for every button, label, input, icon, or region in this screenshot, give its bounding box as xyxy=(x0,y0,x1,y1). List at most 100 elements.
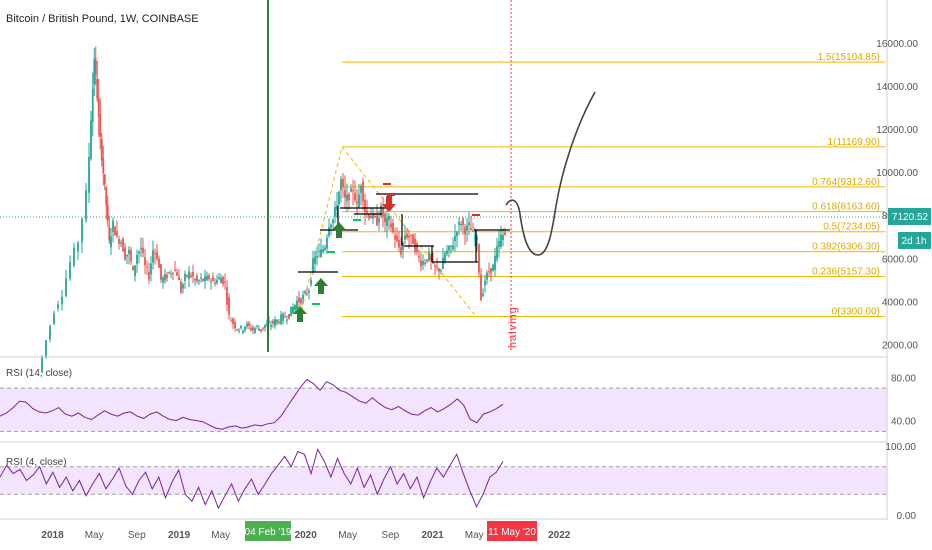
candle-body xyxy=(144,257,146,266)
candle-body xyxy=(136,255,138,265)
candle-body xyxy=(314,256,316,264)
sell-signal-arrow xyxy=(382,196,396,212)
candle-body xyxy=(194,279,196,281)
candle-body xyxy=(492,264,494,272)
candle-body xyxy=(504,232,506,235)
candle-body xyxy=(264,324,266,328)
candle-body xyxy=(452,245,454,250)
candle-body xyxy=(262,327,264,329)
candle-body xyxy=(288,314,290,319)
candle-body xyxy=(302,294,304,300)
candle-body xyxy=(112,220,114,233)
candle-body xyxy=(426,259,428,262)
candle-body xyxy=(372,213,374,219)
candle-body xyxy=(206,275,208,281)
candle-body xyxy=(424,262,426,264)
date-marker-may-2020: 11 May '20 xyxy=(487,521,537,541)
candle-body xyxy=(182,284,184,289)
candle-body xyxy=(236,329,238,331)
candle-body xyxy=(406,233,408,238)
rsi-14-label: RSI (14, close) xyxy=(6,368,72,379)
drawing-overlays xyxy=(0,0,887,352)
candle-body xyxy=(256,325,258,327)
candle-body xyxy=(450,245,452,247)
candlestick-series xyxy=(41,46,506,373)
candle-body xyxy=(240,325,242,329)
price-tick-label: 12000.00 xyxy=(876,125,918,136)
candle-body xyxy=(464,227,466,235)
candle-body xyxy=(246,323,248,327)
candle-body xyxy=(93,59,96,85)
candle-body xyxy=(418,255,420,258)
candle-body xyxy=(286,319,288,321)
candle-body xyxy=(476,237,478,241)
candle-body xyxy=(154,253,156,255)
candle-body xyxy=(188,271,190,279)
candle-body xyxy=(388,215,390,221)
rsi-line xyxy=(0,448,504,510)
candle-body xyxy=(324,247,326,250)
candle-body xyxy=(100,139,103,161)
time-tick-label: May xyxy=(211,530,230,541)
candle-body xyxy=(254,328,256,333)
candle-body xyxy=(99,114,102,137)
buy-signal-arrow xyxy=(314,278,328,294)
candle-body xyxy=(212,277,214,282)
fib-level-label: 0.618(8163.60) xyxy=(812,202,880,213)
candle-body xyxy=(326,237,328,249)
bar-countdown-badge: 2d 1h xyxy=(898,232,931,249)
candle-body xyxy=(428,252,430,261)
candle-body xyxy=(270,325,272,327)
candle-body xyxy=(196,275,198,282)
candle-body xyxy=(57,304,59,309)
candle-body xyxy=(216,279,218,284)
candle-body xyxy=(344,189,346,198)
candle-body xyxy=(202,278,204,281)
buy-signal-arrow xyxy=(293,306,307,322)
candle-body xyxy=(90,120,92,160)
time-axis[interactable]: 2018MaySep2019MaySep2020MaySep2021MaySep… xyxy=(41,530,570,541)
candle-body xyxy=(352,190,354,192)
candle-body xyxy=(94,58,97,75)
bar-countdown-label: 2d 1h xyxy=(901,236,926,247)
candle-body xyxy=(480,274,482,301)
rsi-14-tick-label: 40.00 xyxy=(891,417,916,428)
candle-body xyxy=(478,244,480,273)
candle-body xyxy=(142,247,144,254)
candle-body xyxy=(486,272,488,280)
candle-body xyxy=(386,217,388,226)
candle-body xyxy=(414,238,416,252)
candle-body xyxy=(276,319,278,324)
candle-body xyxy=(150,263,152,275)
candle-body xyxy=(128,249,130,255)
candle-body xyxy=(482,293,484,296)
candle-body xyxy=(298,297,300,303)
candle-body xyxy=(164,274,166,281)
candle-body xyxy=(384,213,386,223)
candle-body xyxy=(460,223,462,226)
rsi-axes[interactable]: 40.00 80.00 0.00 100.00 xyxy=(885,373,916,522)
candle-body xyxy=(126,254,128,257)
rsi-4-tick-label: 0.00 xyxy=(897,511,917,522)
fibonacci-retracement[interactable]: 0(3300.00) 0.236(5157.30) 0.382(6306.30) 0.… xyxy=(299,52,885,317)
price-tick-label: 2000.00 xyxy=(882,341,919,352)
candle-body xyxy=(348,193,350,201)
candle-body xyxy=(400,246,402,255)
current-price-badge: 7120.52 xyxy=(888,208,931,225)
candle-body xyxy=(456,231,458,237)
candle-body xyxy=(222,276,224,285)
time-tick-label: 2020 xyxy=(295,530,318,541)
candle-body xyxy=(116,231,118,237)
candle-body xyxy=(340,179,342,191)
candle-body xyxy=(232,318,234,325)
candle-body xyxy=(156,251,158,260)
candle-body xyxy=(230,320,232,322)
candle-body xyxy=(332,219,334,224)
date-marker-feb-2019-label: 04 Feb '19 xyxy=(245,527,292,538)
fib-level-label: 1.5(15104.85) xyxy=(818,52,880,63)
fib-level-label: 0.236(5157.30) xyxy=(812,266,880,277)
candle-body xyxy=(140,247,142,250)
candle-body xyxy=(176,272,178,276)
